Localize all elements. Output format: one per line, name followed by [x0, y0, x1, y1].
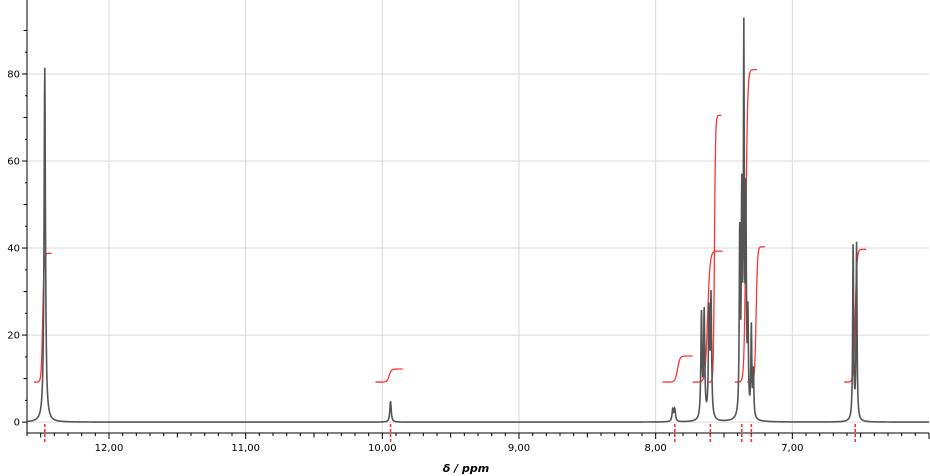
x-tick-label: 10,00: [368, 443, 397, 454]
y-tick-label: 20: [7, 331, 20, 342]
y-tick-label: 40: [7, 244, 20, 255]
y-tick-label: 0: [14, 418, 20, 429]
x-tick-label: 7,00: [781, 443, 803, 454]
integral-curve: [692, 250, 723, 383]
integral-curve: [662, 355, 693, 383]
y-tick-label: 60: [7, 157, 20, 168]
integral-curve: [747, 246, 765, 383]
spectrum-series-line: [26, 17, 929, 423]
x-tick-label: 9,00: [508, 443, 530, 454]
axes: 0 20 40 60 80 12,00 11,00 10,00 9,00 8,00 7,00: [7, 0, 930, 454]
integral-curve: [707, 114, 722, 383]
grid-lines: [27, 0, 929, 433]
integral-curve: [375, 368, 403, 383]
x-tick-label: 11,00: [231, 443, 260, 454]
x-axis-label: δ / ppm: [443, 462, 489, 475]
x-tick-label: 12,00: [95, 443, 124, 454]
y-tick-label: 80: [7, 69, 20, 80]
integral-curve: [844, 248, 867, 383]
x-tick-label: 8,00: [645, 443, 667, 454]
